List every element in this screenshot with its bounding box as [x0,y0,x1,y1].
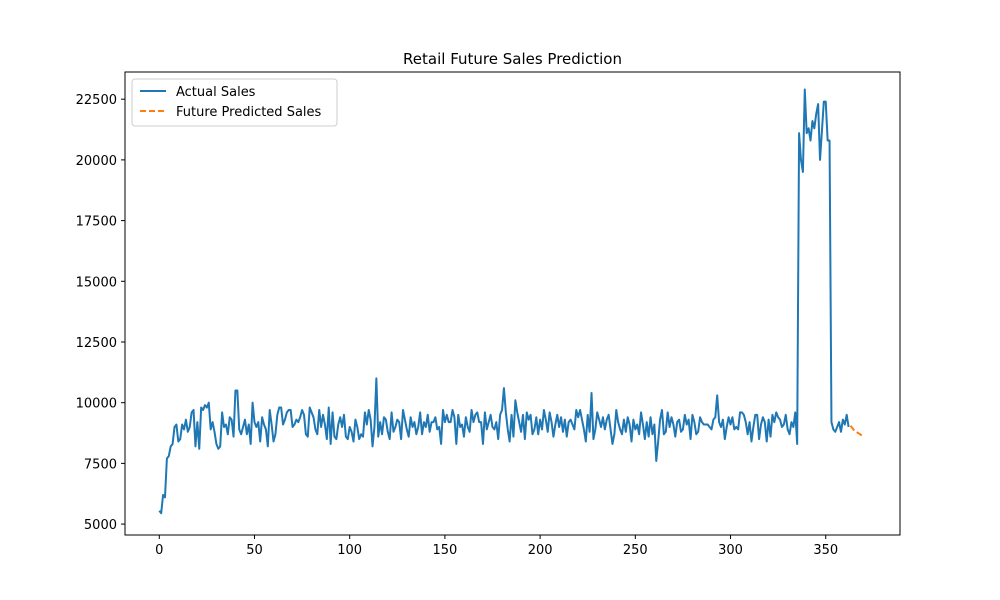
x-tick-label: 250 [623,543,648,558]
x-tick-label: 350 [813,543,838,558]
y-tick-label: 10000 [76,397,117,412]
legend: Actual Sales Future Predicted Sales [131,78,338,127]
x-axis: 0 50 100 150 200 250 300 350 [155,535,838,558]
chart-title: Retail Future Sales Prediction [403,50,622,68]
x-tick-label: 150 [432,543,457,558]
y-tick-label: 20000 [76,154,117,169]
series-line-future-predicted-sales [849,425,865,438]
plot-frame [124,71,901,536]
y-tick-label: 7500 [84,457,117,472]
y-tick-label: 12500 [76,336,117,351]
y-axis: 5000 7500 10000 12500 15000 17500 20000 22500 [76,93,125,533]
x-tick-label: 300 [718,543,743,558]
x-tick-label: 200 [528,543,553,558]
x-tick-label: 0 [155,543,163,558]
legend-label-future-predicted-sales: Future Predicted Sales [176,105,322,120]
y-tick-label: 22500 [76,93,117,108]
legend-label-actual-sales: Actual Sales [176,85,256,100]
series-line-actual-sales [158,88,850,515]
x-tick-label: 100 [337,543,362,558]
y-tick-label: 5000 [84,518,117,533]
legend-box [131,78,338,127]
y-tick-label: 17500 [76,215,117,230]
y-tick-label: 15000 [76,275,117,290]
x-tick-label: 50 [246,543,263,558]
plot-area [158,88,865,515]
